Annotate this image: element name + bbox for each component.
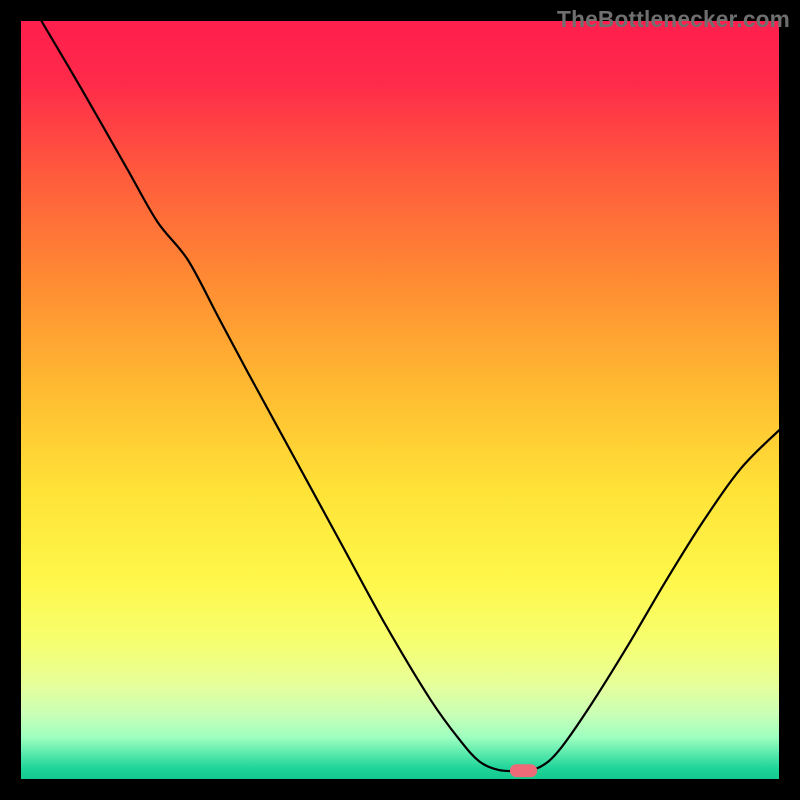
optimal-marker: [510, 764, 537, 777]
chart-stage: TheBottlenecker.com: [0, 0, 800, 800]
plot-background: [21, 21, 779, 779]
chart-svg: [0, 0, 800, 800]
